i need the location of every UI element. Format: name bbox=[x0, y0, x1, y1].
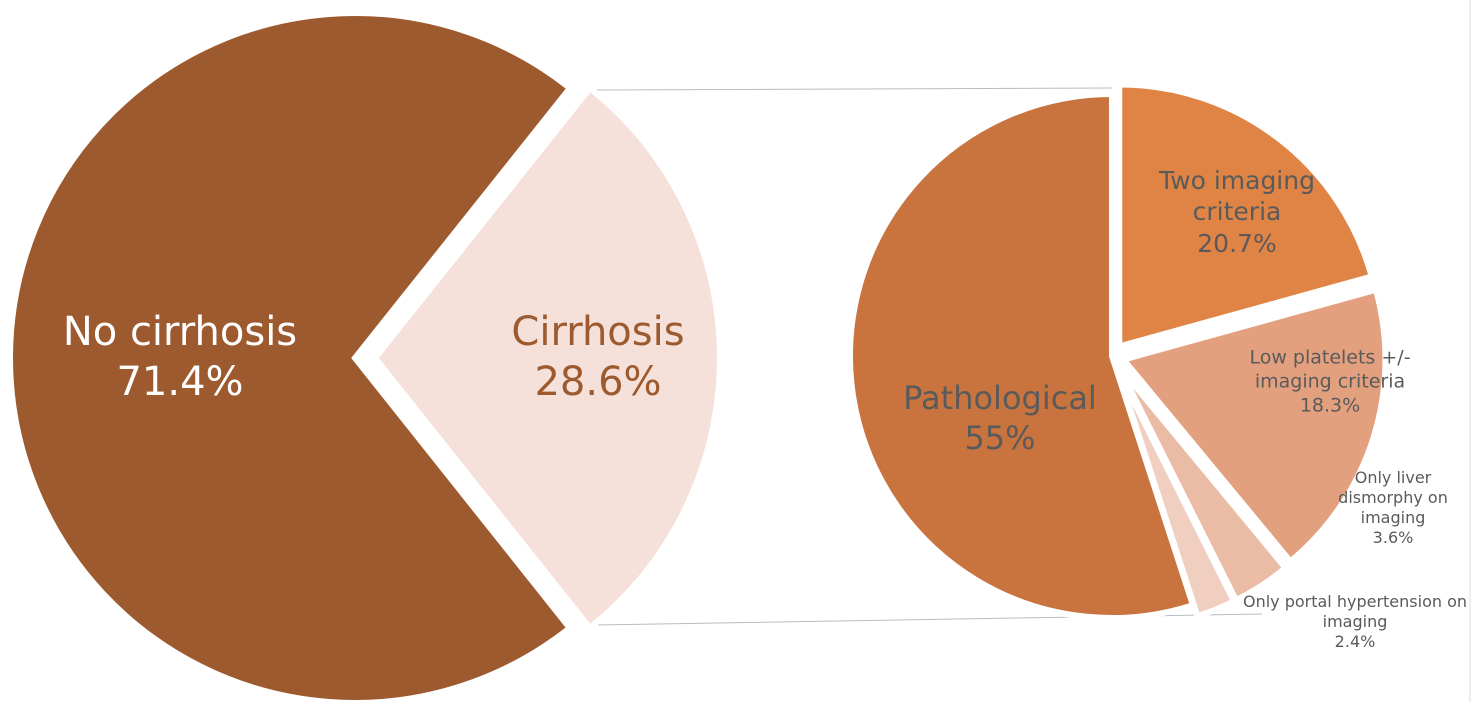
slice-label: Pathological 55% bbox=[885, 378, 1115, 458]
slice-label: Only liver dismorphy on imaging 3.6% bbox=[1333, 468, 1453, 548]
slice-label: Only portal hypertension on imaging 2.4% bbox=[1235, 592, 1475, 652]
category-label: Cirrhosis bbox=[511, 309, 685, 355]
pie-slice bbox=[847, 90, 1197, 621]
slice-label: No cirrhosis 71.4% bbox=[20, 307, 340, 407]
slice-label: Cirrhosis 28.6% bbox=[478, 307, 718, 407]
value-label: 20.7% bbox=[1197, 228, 1277, 258]
slice-label: Two imaging criteria 20.7% bbox=[1152, 165, 1322, 259]
pie-slice bbox=[1116, 81, 1376, 351]
category-label: Pathological bbox=[903, 379, 1097, 417]
pie-slice bbox=[371, 83, 723, 633]
slice-label: Low platelets +/- imaging criteria 18.3% bbox=[1225, 346, 1435, 417]
category-label: No cirrhosis bbox=[62, 309, 298, 355]
pie-slice bbox=[7, 10, 575, 702]
value-label: 18.3% bbox=[1299, 393, 1361, 416]
category-label: Low platelets +/- imaging criteria bbox=[1249, 346, 1411, 393]
pie-slice bbox=[1113, 365, 1239, 621]
pie-slice bbox=[1118, 285, 1389, 566]
value-label: 55% bbox=[964, 419, 1036, 457]
value-label: 71.4% bbox=[116, 359, 244, 405]
category-label: Two imaging criteria bbox=[1159, 166, 1315, 227]
value-label: 3.6% bbox=[1372, 528, 1414, 547]
category-label: Only portal hypertension on imaging bbox=[1242, 592, 1468, 631]
connector-line bbox=[594, 87, 1113, 91]
category-label: Only liver dismorphy on imaging bbox=[1338, 468, 1448, 527]
value-label: 28.6% bbox=[534, 359, 662, 405]
value-label: 2.4% bbox=[1334, 632, 1376, 651]
